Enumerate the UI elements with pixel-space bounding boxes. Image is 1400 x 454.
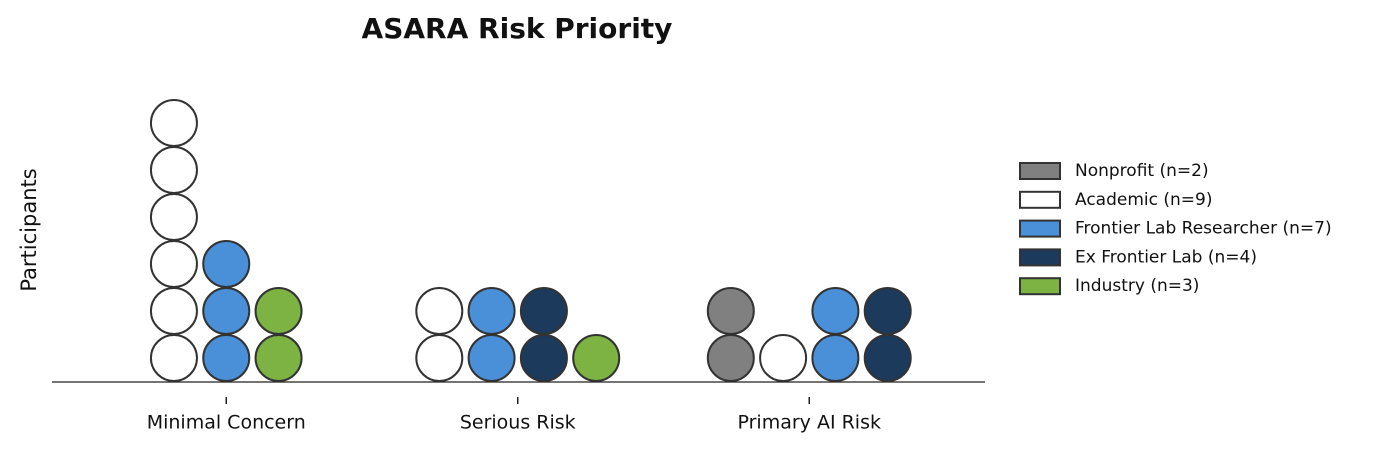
dot-stack bbox=[863, 287, 912, 382]
legend-label: Ex Frontier Lab (n=4) bbox=[1075, 247, 1257, 267]
dot bbox=[706, 287, 755, 335]
dot bbox=[202, 287, 251, 335]
dot bbox=[415, 287, 464, 335]
x-tick-label: Primary AI Risk bbox=[738, 412, 881, 434]
dot bbox=[519, 287, 568, 335]
dot bbox=[149, 99, 198, 147]
legend-label: Academic (n=9) bbox=[1075, 190, 1212, 210]
dot-stack bbox=[811, 287, 860, 382]
dot bbox=[467, 334, 516, 382]
legend-label: Industry (n=3) bbox=[1075, 276, 1199, 296]
legend-label: Frontier Lab Researcher (n=7) bbox=[1075, 219, 1332, 239]
dot bbox=[572, 334, 621, 382]
dot bbox=[863, 334, 912, 382]
dot-stack bbox=[572, 334, 621, 382]
legend-swatch bbox=[1019, 248, 1061, 267]
dot bbox=[519, 334, 568, 382]
dot bbox=[149, 240, 198, 288]
dot bbox=[254, 287, 303, 335]
dot bbox=[706, 334, 755, 382]
dot-stack bbox=[706, 287, 755, 382]
dot bbox=[149, 193, 198, 241]
legend-swatch bbox=[1019, 219, 1061, 238]
dot bbox=[149, 146, 198, 194]
dot-stack bbox=[415, 287, 464, 382]
dot bbox=[149, 334, 198, 382]
dot-stack bbox=[254, 287, 303, 382]
dot bbox=[149, 287, 198, 335]
dot bbox=[202, 334, 251, 382]
dot-stack bbox=[759, 334, 808, 382]
dot-stack bbox=[202, 240, 251, 382]
dot bbox=[863, 287, 912, 335]
dot bbox=[811, 287, 860, 335]
legend-swatch bbox=[1019, 190, 1061, 209]
y-axis-label: Participants bbox=[17, 168, 41, 291]
legend-swatch bbox=[1019, 162, 1061, 180]
x-tick-label: Serious Risk bbox=[460, 412, 576, 434]
dot-stack bbox=[519, 287, 568, 382]
dot bbox=[811, 334, 860, 382]
dot bbox=[415, 334, 464, 382]
legend-swatch bbox=[1019, 277, 1061, 296]
dot bbox=[759, 334, 808, 382]
dot bbox=[202, 240, 251, 288]
dot-stack bbox=[149, 99, 198, 382]
dot bbox=[254, 334, 303, 382]
chart-title: ASARA Risk Priority bbox=[362, 12, 673, 45]
dot bbox=[467, 287, 516, 335]
dot-stack bbox=[467, 287, 516, 382]
x-tick-label: Minimal Concern bbox=[147, 412, 306, 434]
legend-label: Nonprofit (n=2) bbox=[1075, 161, 1209, 181]
